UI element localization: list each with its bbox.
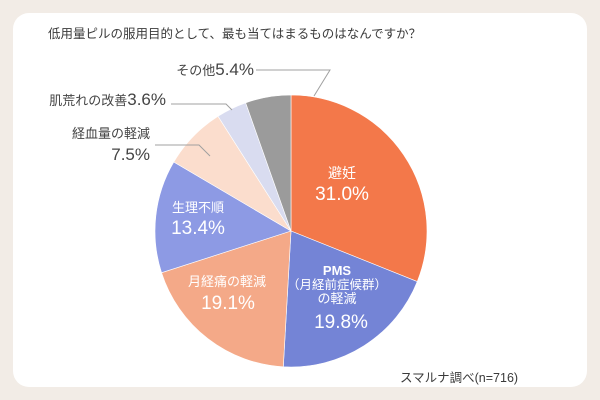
svg-text:（月経前症候群）: （月経前症候群） — [287, 277, 387, 292]
svg-text:その他5.4%: その他5.4% — [176, 60, 254, 79]
svg-text:経血量の軽減: 経血量の軽減 — [72, 126, 150, 141]
svg-text:避妊: 避妊 — [328, 165, 356, 181]
svg-text:19.1%: 19.1% — [201, 293, 255, 314]
svg-text:7.5%: 7.5% — [111, 145, 150, 164]
svg-text:19.8%: 19.8% — [314, 312, 368, 333]
svg-text:月経痛の軽減: 月経痛の軽減 — [188, 274, 266, 289]
svg-text:の軽減: の軽減 — [317, 291, 356, 306]
svg-text:31.0%: 31.0% — [315, 184, 369, 205]
svg-text:肌荒れの改善3.6%: 肌荒れの改善3.6% — [49, 90, 166, 109]
svg-text:生理不順: 生理不順 — [172, 200, 224, 215]
svg-text:PMS: PMS — [323, 263, 352, 278]
svg-text:13.4%: 13.4% — [171, 218, 225, 239]
